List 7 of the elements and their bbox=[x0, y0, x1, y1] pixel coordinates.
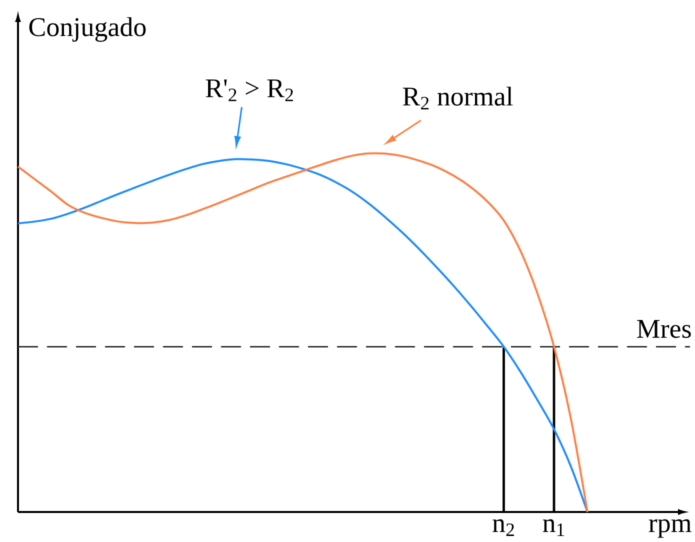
text: R'$_{2}$ > R$_{2}$ bbox=[206, 79, 293, 102]
ref-line-label: Mres bbox=[637, 320, 691, 338]
x-tick-label: n$_{1}$ bbox=[542, 519, 564, 536]
y-axis-title: Conjugado bbox=[29, 17, 146, 42]
x-axis-title: rpm bbox=[648, 519, 692, 538]
text: R$_{2}$ normal bbox=[402, 86, 513, 110]
x-tick-label: n$_{2}$ bbox=[492, 519, 514, 536]
